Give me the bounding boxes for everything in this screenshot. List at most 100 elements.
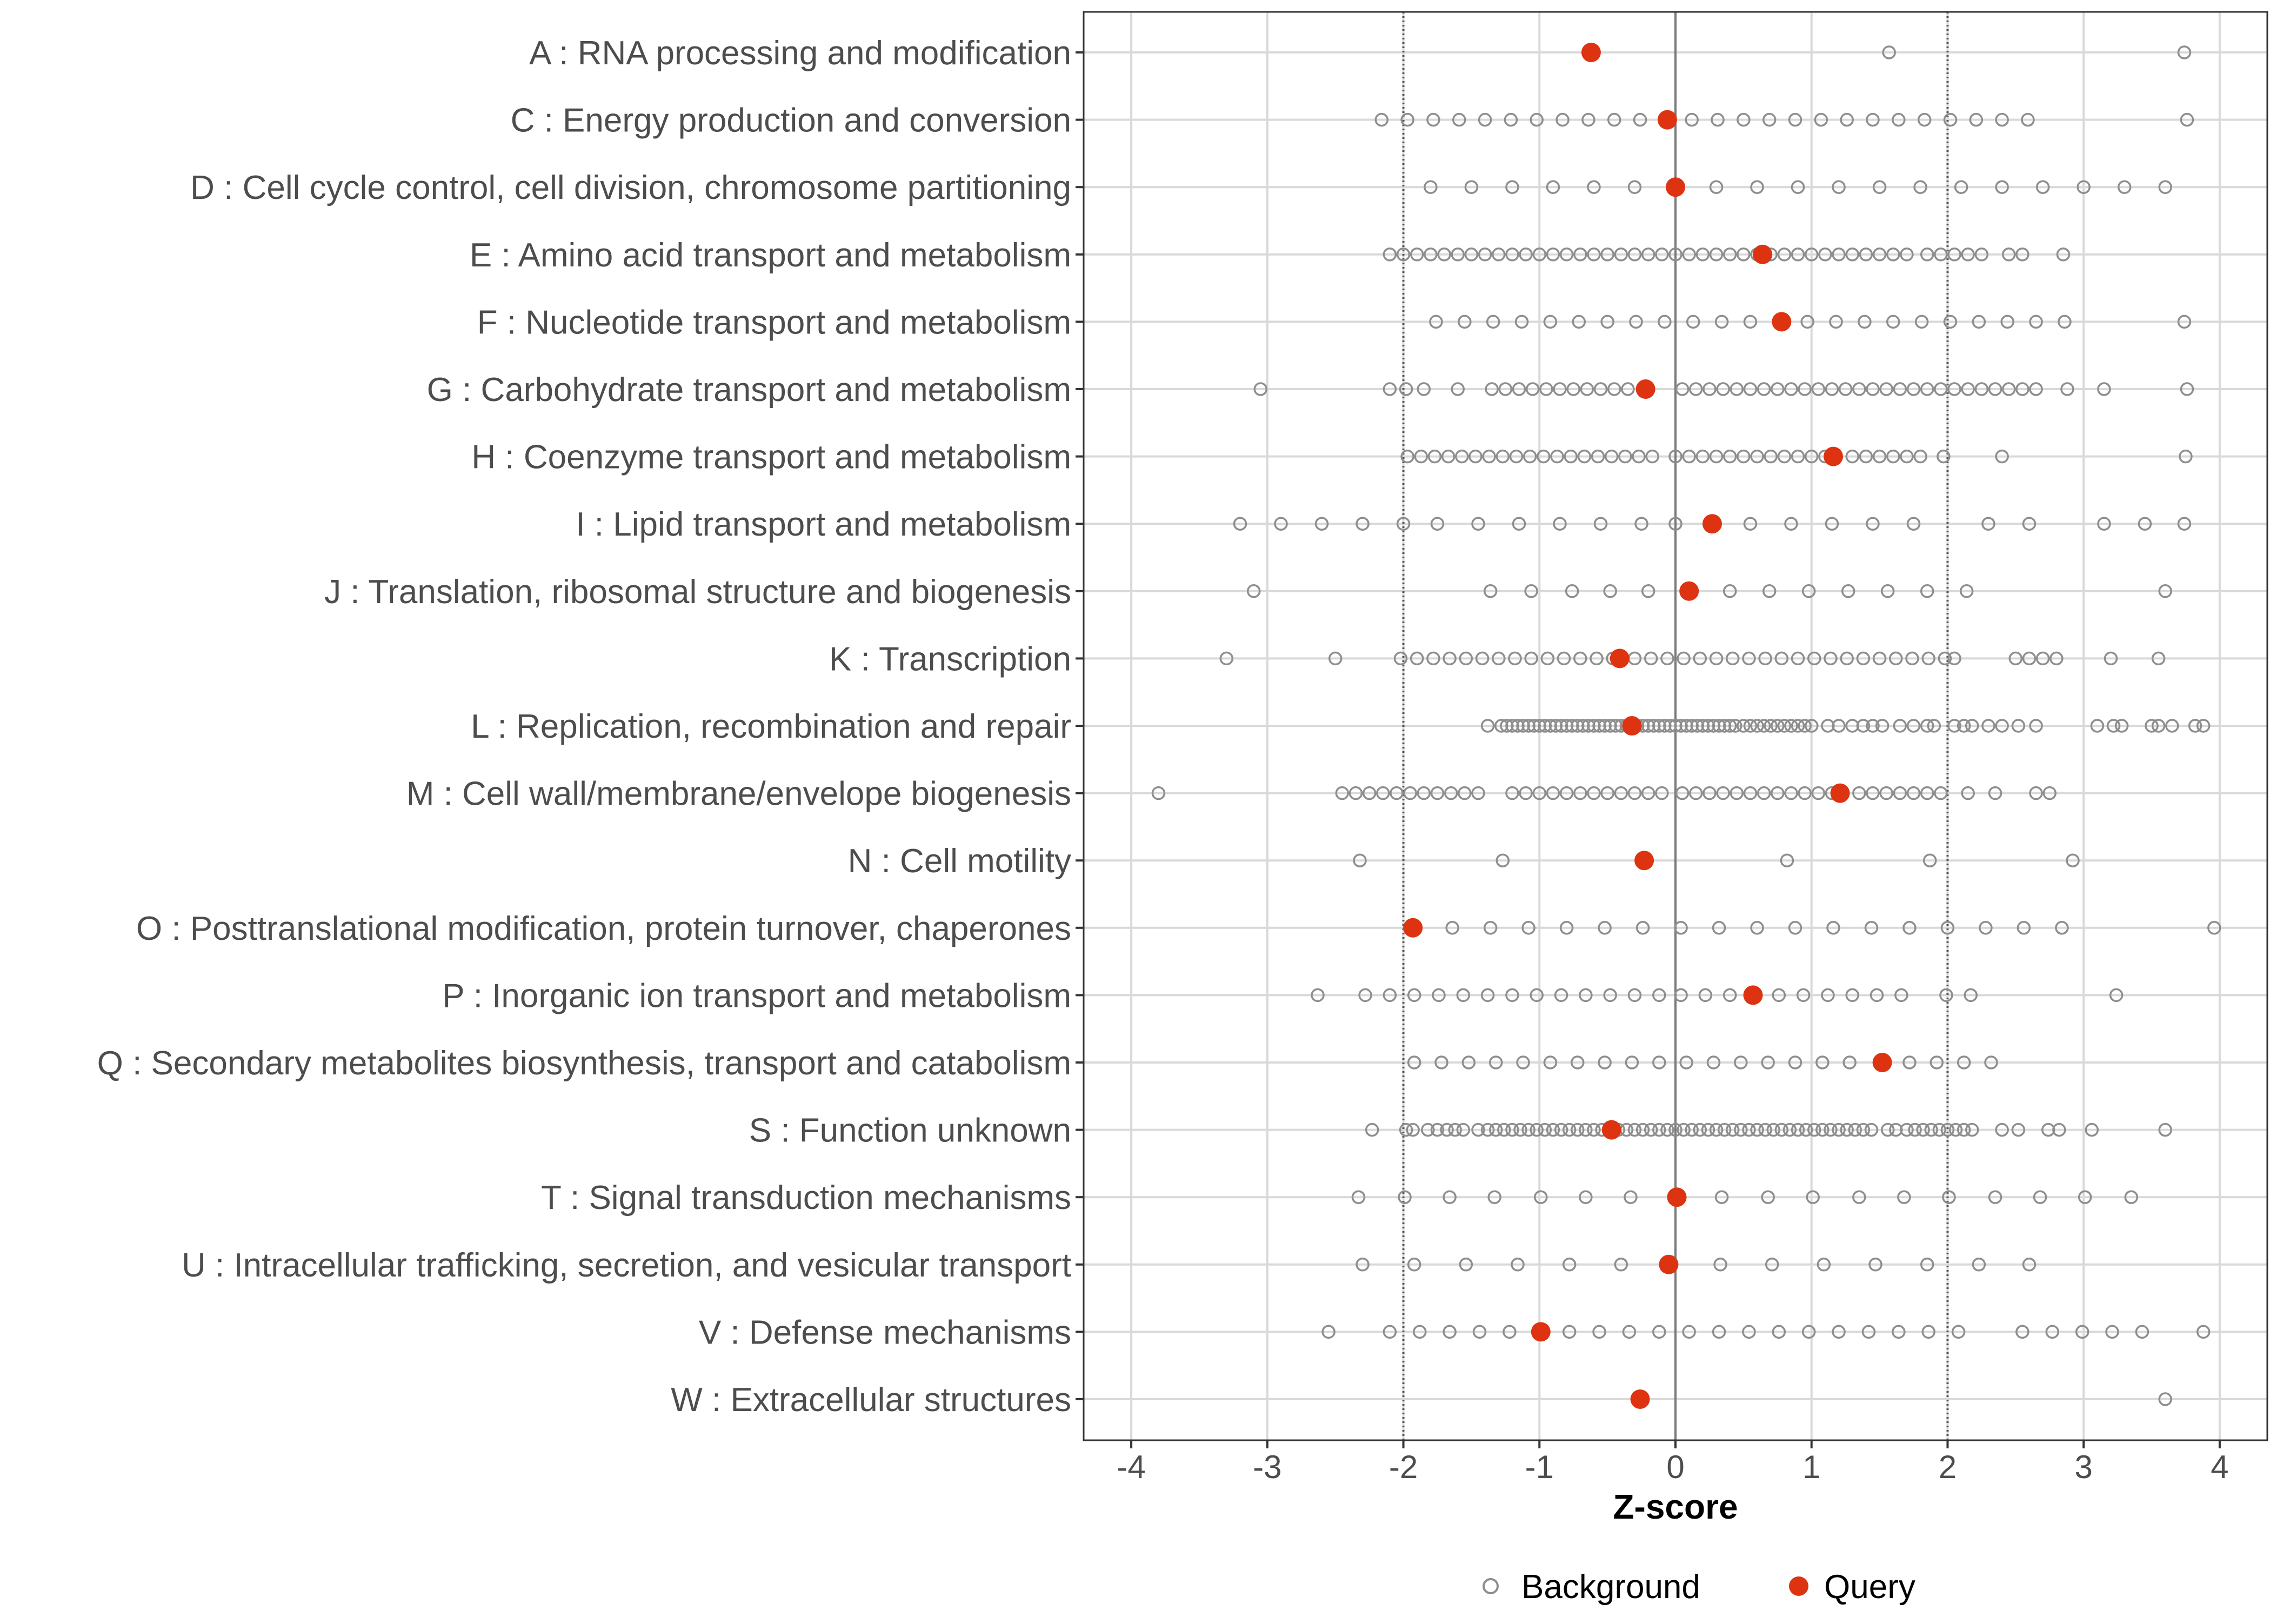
background-point — [1668, 248, 1683, 262]
query-point — [1601, 1120, 1621, 1140]
background-point — [1464, 248, 1479, 262]
background-point — [1151, 786, 1166, 800]
background-point — [1728, 719, 1742, 733]
background-point — [1644, 651, 1658, 666]
background-point — [1591, 449, 1605, 464]
background-point — [1947, 719, 1961, 733]
background-point — [1957, 1122, 1971, 1137]
background-point — [1750, 449, 1764, 464]
background-point — [1390, 786, 1404, 800]
background-point — [1864, 921, 1879, 935]
background-point — [1553, 382, 1567, 396]
background-point — [1872, 180, 1887, 194]
background-point — [1937, 449, 1951, 464]
background-point — [1791, 719, 1805, 733]
background-point — [1866, 517, 1880, 531]
background-point — [2029, 786, 2043, 800]
background-point — [2085, 1122, 2099, 1137]
legend-query-symbol — [1789, 1576, 1808, 1596]
background-point — [1777, 719, 1792, 733]
background-point — [1603, 988, 1617, 1003]
x-axis-title: Z-score — [1613, 1487, 1738, 1526]
background-point — [1964, 988, 1978, 1003]
background-point — [1540, 651, 1555, 666]
background-point — [1508, 651, 1522, 666]
background-point — [1655, 248, 1669, 262]
background-point — [1788, 112, 1802, 127]
background-point — [1383, 382, 1397, 396]
background-point — [1922, 853, 1937, 867]
background-point — [2021, 112, 2035, 127]
background-point — [1559, 719, 1574, 733]
background-point — [1743, 719, 1758, 733]
background-point — [1253, 382, 1267, 396]
background-point — [1362, 786, 1377, 800]
background-point — [1979, 921, 1993, 935]
background-point — [1686, 315, 1700, 329]
background-point — [1532, 248, 1547, 262]
background-point — [1399, 1122, 1413, 1137]
background-point — [1614, 786, 1628, 800]
background-point — [1742, 1122, 1756, 1137]
background-point — [1693, 651, 1707, 666]
background-point — [1577, 449, 1592, 464]
y-tick-label: N : Cell motility — [848, 843, 1071, 880]
background-point — [1988, 382, 2002, 396]
background-point — [1407, 1258, 1421, 1272]
background-point — [1938, 651, 1952, 666]
background-point — [1443, 1325, 1457, 1339]
background-point — [1913, 180, 1927, 194]
background-point — [1519, 786, 1533, 800]
background-point — [2078, 1190, 2092, 1204]
background-point — [1353, 853, 1367, 867]
background-point — [1424, 180, 1438, 194]
background-point — [1861, 1325, 1876, 1339]
background-point — [1483, 584, 1498, 598]
background-point — [1592, 1325, 1606, 1339]
background-point — [1660, 1122, 1674, 1137]
background-point — [1716, 382, 1730, 396]
background-point — [1942, 1190, 1956, 1204]
background-point — [1742, 651, 1756, 666]
background-point — [1559, 921, 1574, 935]
background-point — [2180, 382, 2194, 396]
background-point — [2114, 719, 2129, 733]
background-point — [1784, 786, 1798, 800]
background-point — [1598, 719, 1612, 733]
background-point — [1848, 1122, 1862, 1137]
background-point — [1842, 1055, 1857, 1070]
background-point — [1709, 1122, 1724, 1137]
background-point — [1348, 786, 1363, 800]
background-point — [1791, 449, 1805, 464]
background-point — [1627, 248, 1642, 262]
y-tick-label: A : RNA processing and modification — [529, 35, 1071, 72]
background-point — [1414, 449, 1428, 464]
background-point — [1897, 1190, 1911, 1204]
legend-background-symbol — [1483, 1578, 1499, 1594]
background-point — [1902, 921, 1917, 935]
background-point — [1722, 988, 1737, 1003]
background-point — [1511, 1258, 1525, 1272]
background-point — [2158, 584, 2172, 598]
background-point — [1714, 315, 1729, 329]
background-point — [1559, 786, 1574, 800]
background-point — [2015, 382, 2029, 396]
background-point — [1471, 1122, 1485, 1137]
background-point — [1579, 1122, 1593, 1137]
background-point — [1356, 1258, 1370, 1272]
background-point — [1940, 1122, 1955, 1137]
background-point — [1571, 719, 1585, 733]
background-point — [1587, 1122, 1601, 1137]
background-point — [1845, 988, 1859, 1003]
background-point — [1840, 1122, 1854, 1137]
legend-background-label: Background — [1521, 1568, 1700, 1606]
background-point — [1328, 651, 1343, 666]
background-point — [1480, 988, 1495, 1003]
query-point — [1872, 1053, 1892, 1072]
background-point — [2011, 719, 2026, 733]
background-point — [1509, 449, 1524, 464]
background-point — [1410, 651, 1424, 666]
background-point — [2090, 719, 2105, 733]
background-point — [1497, 1122, 1511, 1137]
background-point — [1974, 382, 1989, 396]
